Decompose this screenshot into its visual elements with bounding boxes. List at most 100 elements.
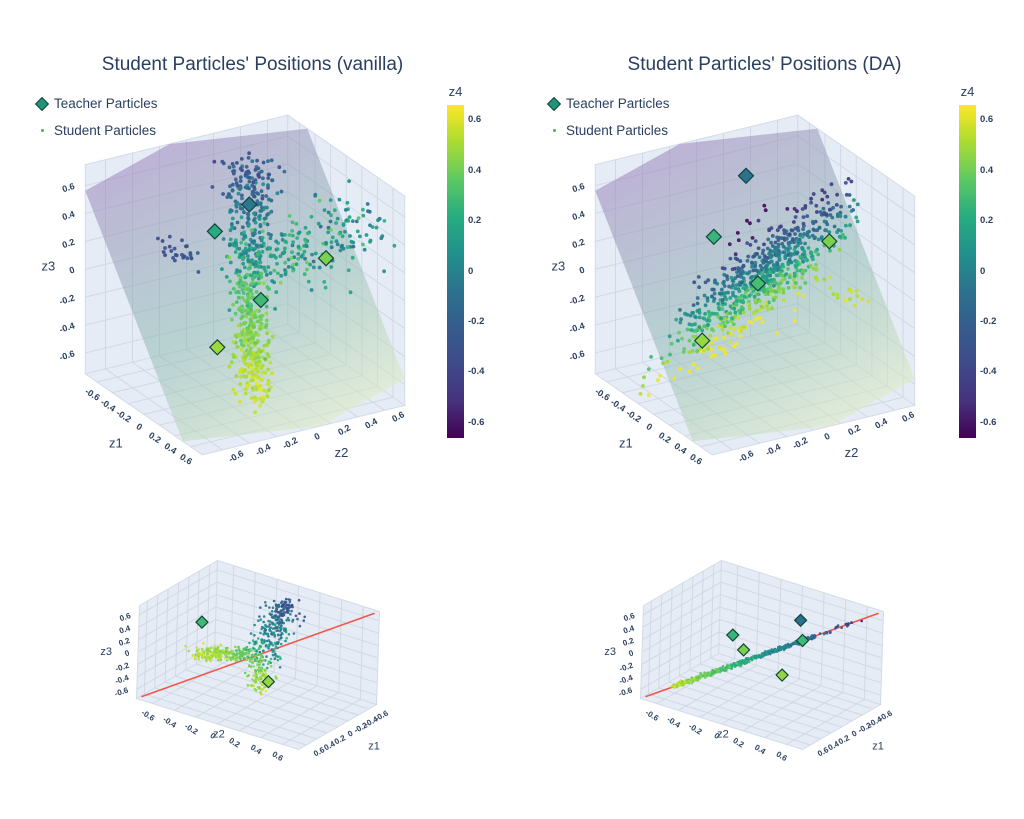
colorbar-tick: 0.2 <box>980 215 994 227</box>
student-dot-icon <box>542 129 566 132</box>
tick-label-z3: 0 <box>578 265 586 276</box>
tick-label-z2: 0.4 <box>753 743 768 757</box>
tick-label-z1: 0.6 <box>178 452 194 467</box>
tick-label-z2: 0.2 <box>731 736 746 750</box>
tick-label-z3: 0.6 <box>622 611 636 623</box>
tick-label-z3: -0.2 <box>114 661 130 674</box>
teacher-points <box>725 613 810 682</box>
tick-label-z3: -0.4 <box>618 673 634 686</box>
axis-title-z3: z3 <box>42 258 56 273</box>
legend-item-student[interactable]: Student Particles <box>30 117 158 144</box>
teacher-particle <box>261 674 276 689</box>
tick-label-z3: 0.2 <box>622 636 636 648</box>
tick-label-z2: -0.4 <box>254 442 272 458</box>
colorbar-gradient <box>447 105 464 438</box>
tick-label-z3: -0.6 <box>58 348 76 362</box>
tick-label-z2: 0.2 <box>336 423 352 438</box>
tick-label-z2: -0.4 <box>665 715 682 730</box>
panel-title-da: Student Particles' Positions (DA) <box>627 54 902 75</box>
colorbar-tick: 0 <box>468 265 474 277</box>
tick-label-z3: -0.4 <box>568 320 586 334</box>
tick-label-z2: 0.2 <box>227 736 242 750</box>
teacher-particle <box>795 633 810 648</box>
tick-label-z2: -0.2 <box>281 435 299 451</box>
scene-3d-vanilla-view2[interactable]: -0.6-0.4-0.200.20.40.6-0.6 -0.4 -0.2 00.20.… <box>40 500 480 810</box>
tick-label-z1: 0.2 <box>837 733 852 746</box>
colorbar-tick: -0.4 <box>980 366 997 378</box>
tick-label-z2: -0.2 <box>687 722 704 737</box>
tick-label-z1: -0.6 <box>593 386 611 403</box>
legend-item-teacher[interactable]: Teacher Particles <box>542 90 670 117</box>
student-dot-icon <box>30 129 54 132</box>
student-points <box>156 151 397 415</box>
tick-label-z1: 0.2 <box>147 430 163 445</box>
panel-title-vanilla: Student Particles' Positions (vanilla) <box>101 54 404 75</box>
teacher-points <box>195 615 276 689</box>
tick-label-z3: 0.4 <box>118 623 132 635</box>
teacher-particle <box>252 291 270 309</box>
tick-label-z3: -0.2 <box>568 293 586 307</box>
tick-label-z3: -0.6 <box>568 348 586 362</box>
colorbar-tick: -0.4 <box>468 366 485 378</box>
tick-label-z1: -0.2 <box>625 408 643 425</box>
teacher-particle <box>208 338 226 356</box>
tick-label-z2: -0.4 <box>161 715 178 730</box>
axis-title-z2: z2 <box>717 729 729 741</box>
teacher-particle <box>705 228 723 246</box>
axis-title-z2: z2 <box>335 445 349 460</box>
legend-item-student[interactable]: Student Particles <box>542 117 670 144</box>
teacher-particle <box>820 232 838 250</box>
tick-label-z3: 0 <box>124 648 132 658</box>
tick-label-z2: 0.6 <box>271 750 286 764</box>
tick-label-z3: -0.4 <box>114 673 130 686</box>
legend-item-teacher[interactable]: Teacher Particles <box>30 90 158 117</box>
tick-label-z2: 0 <box>209 731 218 741</box>
axis-title-z1: z1 <box>109 436 123 451</box>
tick-label-z3: -0.2 <box>58 293 76 307</box>
tick-label-z2: 0.4 <box>873 416 889 431</box>
colorbar-tick: -0.6 <box>980 416 997 428</box>
teacher-particle <box>793 613 808 628</box>
colorbar-tick: 0.6 <box>468 114 482 126</box>
colorbar-title: z4 <box>448 84 463 99</box>
teacher-particle <box>206 223 224 240</box>
tick-label-z2: -0.4 <box>764 442 782 458</box>
teacher-particle <box>736 643 751 657</box>
grid-lines <box>640 564 884 746</box>
scene-3d-da-view2[interactable]: -0.6-0.4-0.200.20.40.6-0.6 -0.4 -0.2 00.20.… <box>552 500 992 810</box>
panel-vanilla-3d: Student Particles' Positions (vanilla) T… <box>0 0 512 480</box>
legend-label-student: Student Particles <box>54 123 157 138</box>
tick-label-z2: 0 <box>313 431 322 442</box>
axis-title-z2: z2 <box>845 445 859 460</box>
tick-label-z3: 0 <box>628 648 636 658</box>
tick-label-z2: 0.4 <box>363 416 379 431</box>
scene-3d-da[interactable]: -0.6-0.4-0.200.20.40.6 -0.6 -0.4 -0.2 0 0.2 0.… <box>522 78 1014 480</box>
scene-3d-vanilla[interactable]: -0.6 -0.4 -0.2 0 0.2 0.4 0.6 -0.6 -0.4 -0.2 0 0.2 0.… <box>10 78 502 480</box>
legend: Teacher Particles Student Particles <box>30 90 158 144</box>
tick-label-z1: 0 <box>346 729 355 739</box>
tick-label-z3: -0.2 <box>618 661 634 674</box>
tick-label-z2: -0.6 <box>644 708 661 723</box>
teacher-particle <box>725 628 740 642</box>
colorbar-tick: -0.2 <box>468 315 485 327</box>
legend-label-teacher: Teacher Particles <box>54 96 158 111</box>
colorbar-tick: 0 <box>980 265 986 277</box>
tick-label-z3: 0 <box>68 265 76 276</box>
tick-label-z1: -0.6 <box>83 386 101 403</box>
tick-label-z1: 0.6 <box>688 452 704 467</box>
axis-title-z3: z3 <box>552 258 566 273</box>
colorbar-tick: 0.6 <box>980 114 994 126</box>
student-points <box>184 597 307 696</box>
teacher-particle <box>737 167 755 185</box>
tick-label-z3: 0.4 <box>61 209 76 222</box>
tick-label-z1: 0 <box>645 421 655 432</box>
axis-title-z1: z1 <box>872 741 884 753</box>
tick-label-z2: -0.2 <box>183 722 200 737</box>
tick-label-z2: -0.6 <box>227 448 245 464</box>
tick-label-z3: 0.2 <box>118 636 132 648</box>
tick-label-z1: 0.2 <box>657 430 673 445</box>
panel-da-3d: Student Particles' Positions (DA) Teache… <box>512 0 1024 480</box>
tick-label-z1: -0.4 <box>609 397 627 414</box>
teacher-particle <box>749 275 767 292</box>
